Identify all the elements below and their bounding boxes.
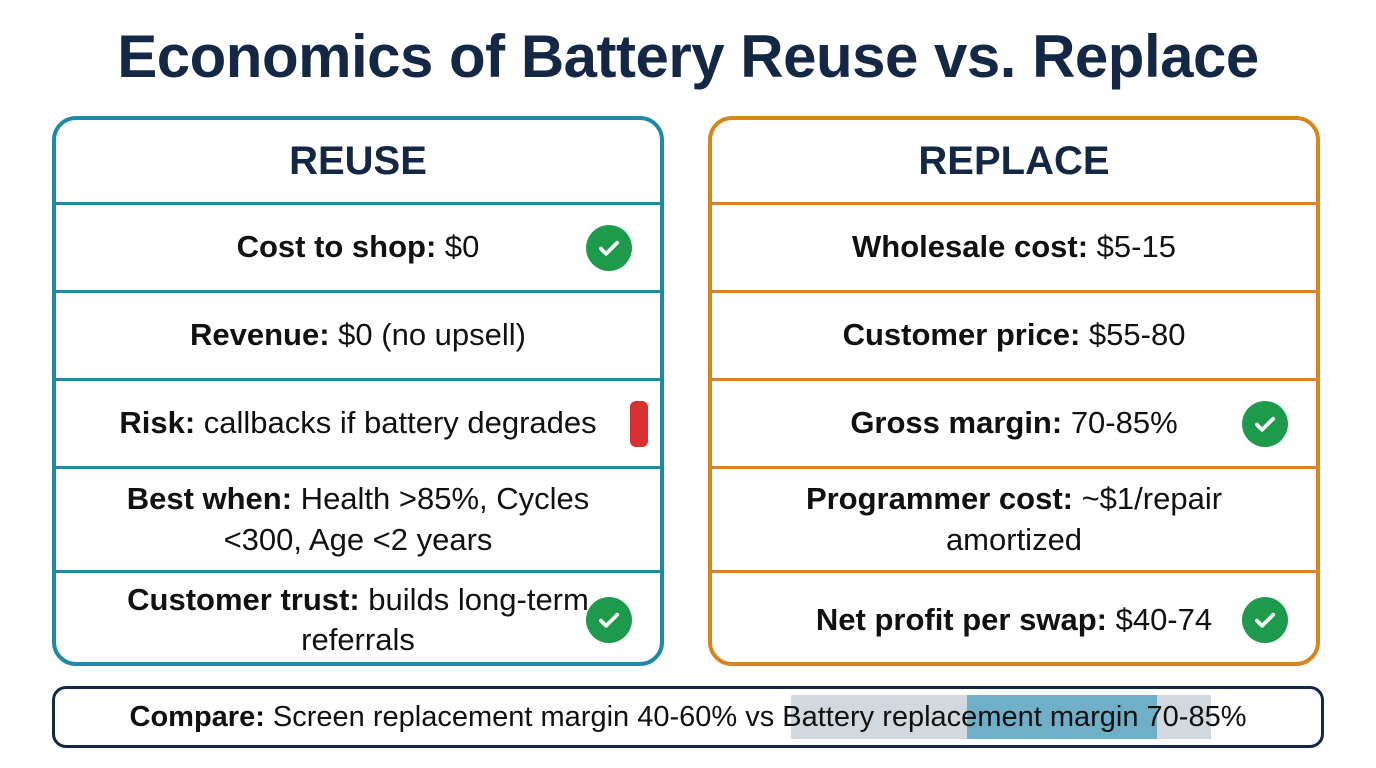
highlight-band-accent [967,695,1157,739]
replace-panel: REPLACE Wholesale cost: $5-15 Customer p… [708,116,1320,666]
compare-text: Screen replacement margin 40-60% vs Batt… [264,700,1247,733]
reuse-row-revenue: Revenue: $0 (no upsell) [56,293,660,381]
row-value: callbacks if battery degrades [195,405,597,441]
reuse-row-best-when: Best when: Health >85%, Cycles <300, Age… [56,469,660,573]
row-value: $0 [436,229,480,265]
row-label: Risk: [119,405,196,441]
row-label: Best when: [126,481,293,517]
row-label: Programmer cost: [805,481,1073,517]
row-label: Gross margin: [850,405,1063,441]
replace-heading: REPLACE [712,120,1316,205]
reuse-panel: REUSE Cost to shop: $0 Revenue: $0 (no u… [52,116,664,666]
check-icon [586,597,632,643]
reuse-row-cost: Cost to shop: $0 [56,205,660,293]
replace-row-price: Customer price: $55-80 [712,293,1316,381]
row-value: $5-15 [1088,229,1176,265]
check-icon [586,224,632,271]
warning-flag-icon [630,400,648,447]
row-value: builds long-term referrals [301,581,589,657]
check-icon [1242,400,1288,447]
row-label: Net profit per swap: [815,601,1107,637]
row-value: 70-85% [1062,405,1178,441]
compare-label: Compare: [129,700,265,733]
replace-row-programmer: Programmer cost: ~$1/repair amortized [712,469,1316,573]
check-icon [1242,597,1288,643]
row-value: $40-74 [1106,601,1213,637]
reuse-row-risk: Risk: callbacks if battery degrades [56,381,660,469]
row-value: Health >85%, Cycles <300, Age <2 years [223,481,590,557]
row-label: Customer price: [842,317,1081,353]
replace-row-net-profit: Net profit per swap: $40-74 [712,573,1316,662]
row-value: $0 (no upsell) [329,317,526,353]
row-label: Wholesale cost: [852,229,1089,265]
row-label: Cost to shop: [236,229,437,265]
reuse-row-trust: Customer trust: builds long-term referra… [56,573,660,662]
replace-row-margin: Gross margin: 70-85% [712,381,1316,469]
row-value: ~$1/repair amortized [945,481,1223,557]
row-value: $55-80 [1080,317,1186,353]
compare-banner: Compare: Screen replacement margin 40-60… [52,686,1324,748]
replace-row-wholesale: Wholesale cost: $5-15 [712,205,1316,293]
row-label: Revenue: [190,317,330,353]
reuse-heading: REUSE [56,120,660,205]
page-title: Economics of Battery Reuse vs. Replace [117,23,1259,90]
row-label: Customer trust: [127,581,360,617]
